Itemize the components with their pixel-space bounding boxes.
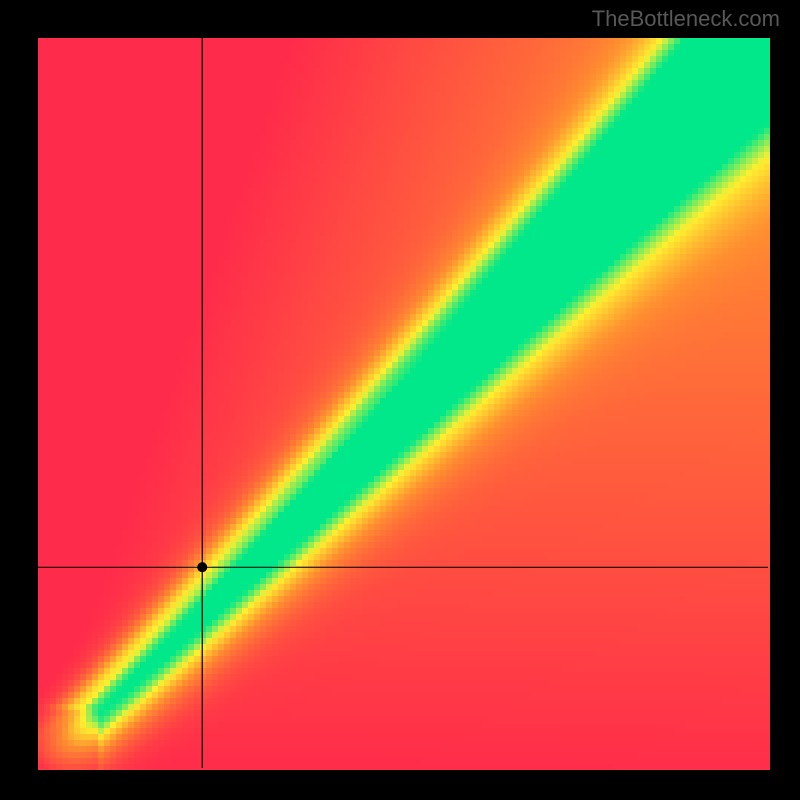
chart-container: TheBottleneck.com	[0, 0, 800, 800]
watermark-label: TheBottleneck.com	[592, 6, 780, 32]
heatmap-canvas	[0, 0, 800, 800]
